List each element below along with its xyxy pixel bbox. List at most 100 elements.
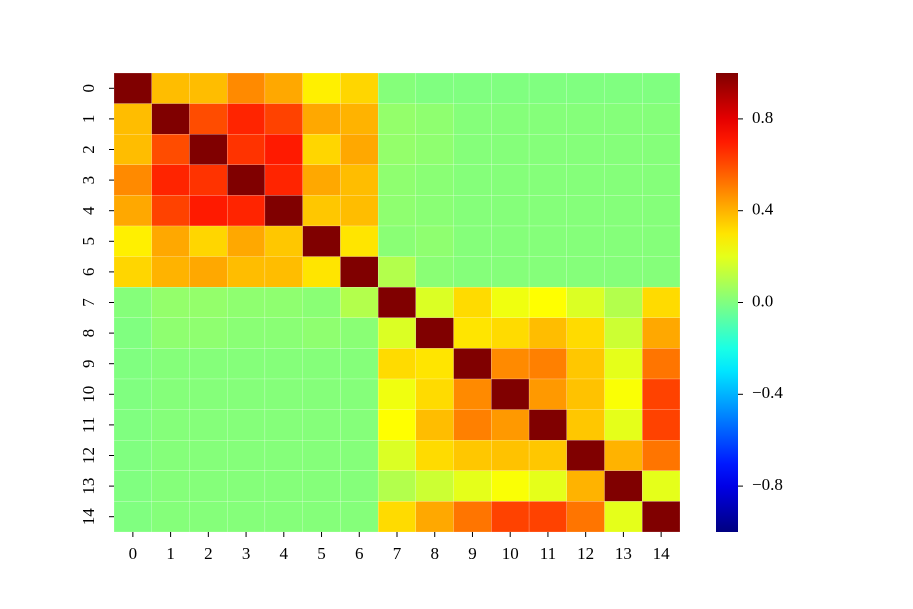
heatmap-cell xyxy=(566,164,605,196)
heatmap-cell xyxy=(340,501,379,533)
heatmap-cell xyxy=(227,440,266,471)
heatmap-cell xyxy=(302,470,341,502)
heatmap-cell xyxy=(604,256,643,288)
heatmap-cell xyxy=(528,134,567,165)
x-tick-label: 13 xyxy=(615,544,632,563)
heatmap-cell xyxy=(642,256,681,288)
colorbar-tick-label: 0.0 xyxy=(752,291,773,310)
x-tick-label: 6 xyxy=(355,544,364,563)
heatmap-cell xyxy=(377,317,417,349)
heatmap-cell xyxy=(604,348,643,380)
heatmap-cell xyxy=(302,287,341,318)
heatmap-cell xyxy=(566,103,605,135)
heatmap-cell xyxy=(151,103,190,135)
heatmap-cell xyxy=(642,317,681,349)
heatmap-cell xyxy=(302,378,341,410)
heatmap-cell xyxy=(340,134,379,165)
heatmap-cell xyxy=(491,409,530,441)
heatmap-cell xyxy=(528,72,567,104)
heatmap-cell xyxy=(264,164,303,196)
heatmap-cell xyxy=(491,440,530,471)
heatmap-cell xyxy=(453,256,492,288)
heatmap-cell xyxy=(566,440,605,471)
heatmap-cell xyxy=(528,378,567,410)
heatmap-cell xyxy=(415,470,454,502)
heatmap-cell xyxy=(189,501,228,533)
heatmap-cell xyxy=(264,103,303,135)
heatmap-cell xyxy=(340,317,379,349)
heatmap-cell xyxy=(189,195,228,227)
heatmap-cell xyxy=(189,317,228,349)
heatmap-cell xyxy=(377,256,417,288)
heatmap-cell xyxy=(340,256,379,288)
heatmap-cell xyxy=(302,409,341,441)
heatmap-cell xyxy=(189,225,228,257)
heatmap-cell xyxy=(491,256,530,288)
heatmap-cell xyxy=(302,348,341,380)
heatmap-cell xyxy=(528,195,567,227)
heatmap-cell xyxy=(189,287,228,318)
heatmap-cell xyxy=(227,134,266,165)
heatmap-cell xyxy=(415,256,454,288)
y-tick-label: 1 xyxy=(79,115,98,124)
heatmap-cell xyxy=(604,287,643,318)
heatmap-cell xyxy=(302,440,341,471)
heatmap-cell xyxy=(491,103,530,135)
heatmap-cell xyxy=(604,409,643,441)
heatmap-cell xyxy=(415,72,454,104)
heatmap-cell xyxy=(302,195,341,227)
heatmap-cell xyxy=(264,378,303,410)
x-tick-label: 12 xyxy=(577,544,594,563)
heatmap-cell xyxy=(453,225,492,257)
heatmap-cell xyxy=(528,440,567,471)
heatmap-cell xyxy=(227,164,266,196)
x-tick-label: 3 xyxy=(242,544,251,563)
colorbar-tick-label: 0.4 xyxy=(752,200,774,219)
heatmap-cell xyxy=(415,317,454,349)
heatmap-cell xyxy=(302,103,341,135)
heatmap-cell xyxy=(453,103,492,135)
x-tick-label: 0 xyxy=(129,544,138,563)
heatmap-cell xyxy=(453,378,492,410)
heatmap-cell xyxy=(491,164,530,196)
x-tick-label: 5 xyxy=(317,544,326,563)
heatmap-cell xyxy=(566,195,605,227)
heatmap-cell xyxy=(377,378,417,410)
x-tick-label: 14 xyxy=(653,544,671,563)
heatmap-cell xyxy=(151,134,190,165)
heatmap-cell xyxy=(566,134,605,165)
heatmap-cell xyxy=(227,72,266,104)
heatmap-cell xyxy=(642,440,681,471)
heatmap-cell xyxy=(528,287,567,318)
heatmap-cell xyxy=(340,195,379,227)
heatmap-cell xyxy=(189,378,228,410)
heatmap-cell xyxy=(264,470,303,502)
heatmap-cell xyxy=(113,256,152,288)
heatmap-cell xyxy=(377,501,417,533)
heatmap-cell xyxy=(566,287,605,318)
heatmap-cell xyxy=(189,256,228,288)
heatmap-cell xyxy=(453,134,492,165)
heatmap-cell xyxy=(113,440,152,471)
y-tick-label: 11 xyxy=(79,417,98,433)
heatmap-cell xyxy=(302,134,341,165)
heatmap-cell xyxy=(227,256,266,288)
heatmap-cell xyxy=(227,378,266,410)
heatmap-cell xyxy=(604,317,643,349)
heatmap-cell xyxy=(264,72,303,104)
heatmap-cell xyxy=(151,470,190,502)
x-tick-label: 11 xyxy=(540,544,556,563)
x-tick-label: 8 xyxy=(430,544,439,563)
heatmap-cell xyxy=(415,348,454,380)
heatmap-cell xyxy=(642,378,681,410)
heatmap-cell xyxy=(566,470,605,502)
heatmap-cell xyxy=(642,164,681,196)
heatmap-cell xyxy=(340,72,379,104)
y-tick-label: 8 xyxy=(79,329,98,338)
heatmap-cell xyxy=(377,164,417,196)
heatmap-cell xyxy=(189,134,228,165)
heatmap-cell xyxy=(377,103,417,135)
heatmap-cell xyxy=(642,470,681,502)
y-tick-label: 12 xyxy=(79,447,98,464)
heatmap-cell xyxy=(113,470,152,502)
